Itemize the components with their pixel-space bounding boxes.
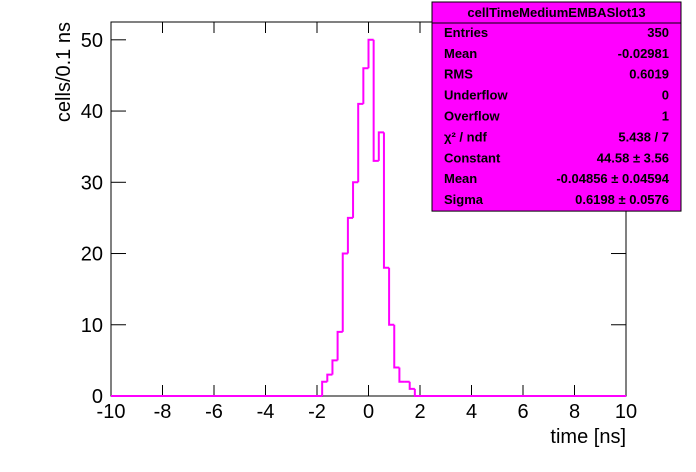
stats-value: 5.438 / 7 [618, 129, 669, 144]
histogram-bin [331, 359, 338, 375]
stats-label: Mean [444, 171, 477, 186]
stats-label: RMS [444, 67, 473, 82]
stats-label: Constant [444, 150, 501, 165]
stats-box [431, 1, 682, 212]
x-tick-label: -2 [308, 401, 326, 423]
histogram-bin [377, 131, 384, 161]
histogram-bin [372, 39, 379, 162]
x-axis-label: time [ns] [550, 426, 626, 448]
stats-value: 0 [662, 88, 669, 103]
y-tick-label: 40 [81, 101, 103, 123]
x-tick-label: 8 [569, 401, 580, 423]
stats-value: 44.58 ± 3.56 [597, 150, 669, 165]
histogram-bin [352, 181, 359, 218]
x-tick-label: 0 [363, 401, 374, 423]
y-tick-label: 10 [81, 315, 103, 337]
histogram-bin [357, 102, 364, 183]
histogram-bin [382, 132, 390, 269]
histogram-bin [367, 38, 374, 69]
histogram-bin [388, 267, 395, 326]
histogram-bin [413, 388, 626, 397]
histogram-bin [341, 252, 348, 332]
stats-label: Mean [444, 46, 477, 61]
stats-value: -0.02981 [618, 46, 669, 61]
x-tick-label: 2 [414, 401, 425, 423]
stats-value: 350 [647, 25, 669, 40]
x-tick-label: 6 [517, 401, 528, 423]
stats-label: χ² / ndf [444, 129, 488, 144]
histogram-bin [336, 330, 343, 361]
x-tick-label: -8 [154, 401, 172, 423]
x-tick-label: 4 [466, 401, 477, 423]
histogram-bin [362, 67, 369, 104]
x-tick-label: 10 [615, 401, 637, 423]
stats-value: 0.6019 [629, 67, 669, 82]
histogram-bin [321, 380, 328, 396]
stats-label: Sigma [444, 192, 484, 207]
stats-value: -0.04856 ± 0.04594 [556, 171, 669, 186]
stats-value: 0.6198 ± 0.0576 [575, 192, 669, 207]
y-tick-label: 50 [81, 30, 103, 52]
stats-label: Overflow [444, 108, 501, 123]
stats-value: 1 [662, 108, 669, 123]
y-axis-label: cells/0.1 ns [53, 22, 75, 122]
y-tick-label: 30 [81, 172, 103, 194]
histogram-bin [393, 324, 400, 369]
x-tick-label: -10 [97, 401, 126, 423]
y-tick-label: 20 [81, 244, 103, 266]
x-tick-label: -4 [257, 401, 275, 423]
x-tick-label: -6 [205, 401, 223, 423]
histogram-bin [408, 381, 415, 390]
histogram-bin [326, 373, 333, 382]
stats-label: Entries [444, 25, 488, 40]
y-tick-label: 0 [92, 386, 103, 408]
histogram-bin [346, 216, 354, 254]
stats-label: Underflow [444, 88, 508, 103]
stats-title: cellTimeMediumEMBASlot13 [467, 5, 645, 20]
histogram-bin [398, 367, 405, 383]
